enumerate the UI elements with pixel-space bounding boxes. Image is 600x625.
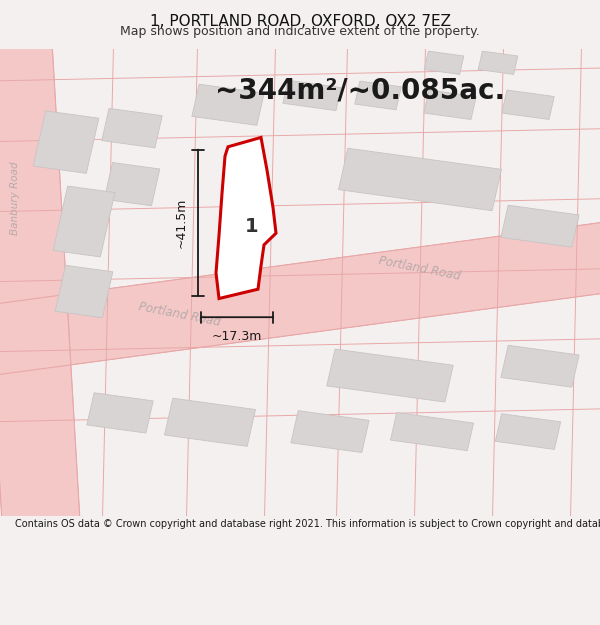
Text: Banbury Road: Banbury Road [10,161,20,235]
Bar [104,162,160,206]
Bar [424,90,476,119]
Text: ~344m²/~0.085ac.: ~344m²/~0.085ac. [215,77,505,105]
Bar [327,349,453,402]
Bar [424,51,464,74]
Bar [291,411,369,452]
Text: ~41.5m: ~41.5m [175,198,188,248]
Text: Portland Road: Portland Road [378,254,462,282]
Bar [33,111,99,173]
Bar [501,345,579,387]
Bar [391,412,473,451]
Text: 1: 1 [245,217,259,236]
Text: Portland Road: Portland Road [138,301,222,329]
Bar [501,205,579,247]
Bar [283,80,341,111]
Bar [53,186,115,257]
Polygon shape [216,138,276,299]
Bar [355,81,401,110]
Text: Contains OS data © Crown copyright and database right 2021. This information is : Contains OS data © Crown copyright and d… [15,519,600,529]
Bar [338,148,502,211]
Text: Map shows position and indicative extent of the property.: Map shows position and indicative extent… [120,25,480,38]
Bar [192,84,264,126]
Bar [496,414,560,449]
Polygon shape [0,24,81,541]
Bar [502,90,554,119]
Polygon shape [0,219,600,378]
Bar [102,108,162,148]
Bar [87,392,153,433]
Bar [55,265,113,318]
Text: 1, PORTLAND ROAD, OXFORD, OX2 7EZ: 1, PORTLAND ROAD, OXFORD, OX2 7EZ [149,14,451,29]
Text: ~17.3m: ~17.3m [212,330,262,343]
Bar [478,51,518,74]
Bar [164,398,256,446]
